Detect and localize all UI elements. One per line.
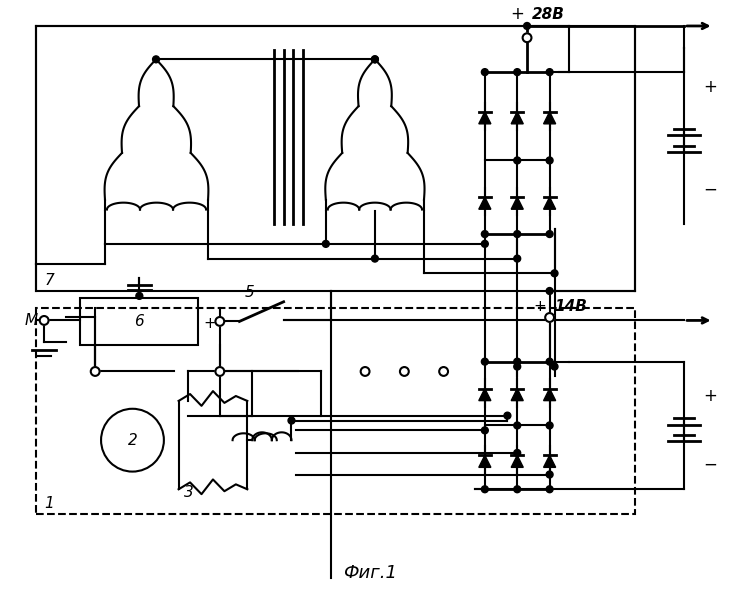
Circle shape xyxy=(546,68,553,76)
Text: 5: 5 xyxy=(244,285,254,300)
Circle shape xyxy=(514,255,521,262)
Polygon shape xyxy=(511,389,523,401)
Circle shape xyxy=(482,427,488,434)
Circle shape xyxy=(482,358,488,365)
Circle shape xyxy=(551,363,558,370)
Text: Фиг.1: Фиг.1 xyxy=(343,563,397,581)
Text: −: − xyxy=(704,181,718,199)
Polygon shape xyxy=(544,112,556,124)
Circle shape xyxy=(288,417,295,424)
Circle shape xyxy=(504,412,511,419)
Circle shape xyxy=(514,486,521,493)
Circle shape xyxy=(400,367,408,376)
Circle shape xyxy=(514,358,521,365)
Circle shape xyxy=(482,230,488,238)
Polygon shape xyxy=(511,455,523,467)
Text: +: + xyxy=(534,299,546,314)
Circle shape xyxy=(215,367,224,376)
Text: +: + xyxy=(704,78,718,96)
Circle shape xyxy=(514,449,521,457)
Circle shape xyxy=(546,157,553,164)
Polygon shape xyxy=(544,197,556,209)
Polygon shape xyxy=(479,112,491,124)
Text: 2: 2 xyxy=(127,433,138,448)
Text: 28В: 28В xyxy=(532,7,565,22)
Circle shape xyxy=(545,313,554,322)
Circle shape xyxy=(514,230,521,238)
Text: 3: 3 xyxy=(184,485,193,500)
Circle shape xyxy=(514,68,521,76)
Bar xyxy=(36,26,635,291)
Circle shape xyxy=(136,292,143,299)
Bar xyxy=(36,308,635,514)
Text: М: М xyxy=(24,313,38,328)
Polygon shape xyxy=(479,455,491,467)
Circle shape xyxy=(371,255,378,262)
Polygon shape xyxy=(544,389,556,401)
Circle shape xyxy=(371,56,378,63)
Circle shape xyxy=(323,241,329,247)
Circle shape xyxy=(522,34,531,42)
Circle shape xyxy=(91,367,100,376)
Text: 1: 1 xyxy=(44,496,54,511)
Circle shape xyxy=(514,363,521,370)
Circle shape xyxy=(482,68,488,76)
Circle shape xyxy=(40,316,49,325)
Text: 14В: 14В xyxy=(554,299,588,314)
Text: −: − xyxy=(704,456,718,474)
Polygon shape xyxy=(511,112,523,124)
Text: 7: 7 xyxy=(44,273,54,288)
Circle shape xyxy=(514,157,521,164)
Circle shape xyxy=(546,287,553,295)
Circle shape xyxy=(482,486,488,493)
Circle shape xyxy=(215,317,224,326)
Circle shape xyxy=(482,241,488,247)
Bar xyxy=(81,298,198,345)
Circle shape xyxy=(551,270,558,277)
Circle shape xyxy=(152,56,159,63)
Circle shape xyxy=(546,358,553,365)
Circle shape xyxy=(546,422,553,429)
Circle shape xyxy=(514,422,521,429)
Text: +: + xyxy=(204,316,216,331)
Circle shape xyxy=(546,230,553,238)
Circle shape xyxy=(546,471,553,478)
Polygon shape xyxy=(511,197,523,209)
Polygon shape xyxy=(479,389,491,401)
Circle shape xyxy=(360,367,369,376)
Polygon shape xyxy=(544,455,556,467)
Text: 6: 6 xyxy=(135,314,144,329)
Circle shape xyxy=(546,486,553,493)
Polygon shape xyxy=(479,197,491,209)
Text: +: + xyxy=(704,387,718,405)
Text: +: + xyxy=(511,5,524,23)
Circle shape xyxy=(371,56,378,63)
Circle shape xyxy=(524,23,531,29)
Circle shape xyxy=(440,367,448,376)
